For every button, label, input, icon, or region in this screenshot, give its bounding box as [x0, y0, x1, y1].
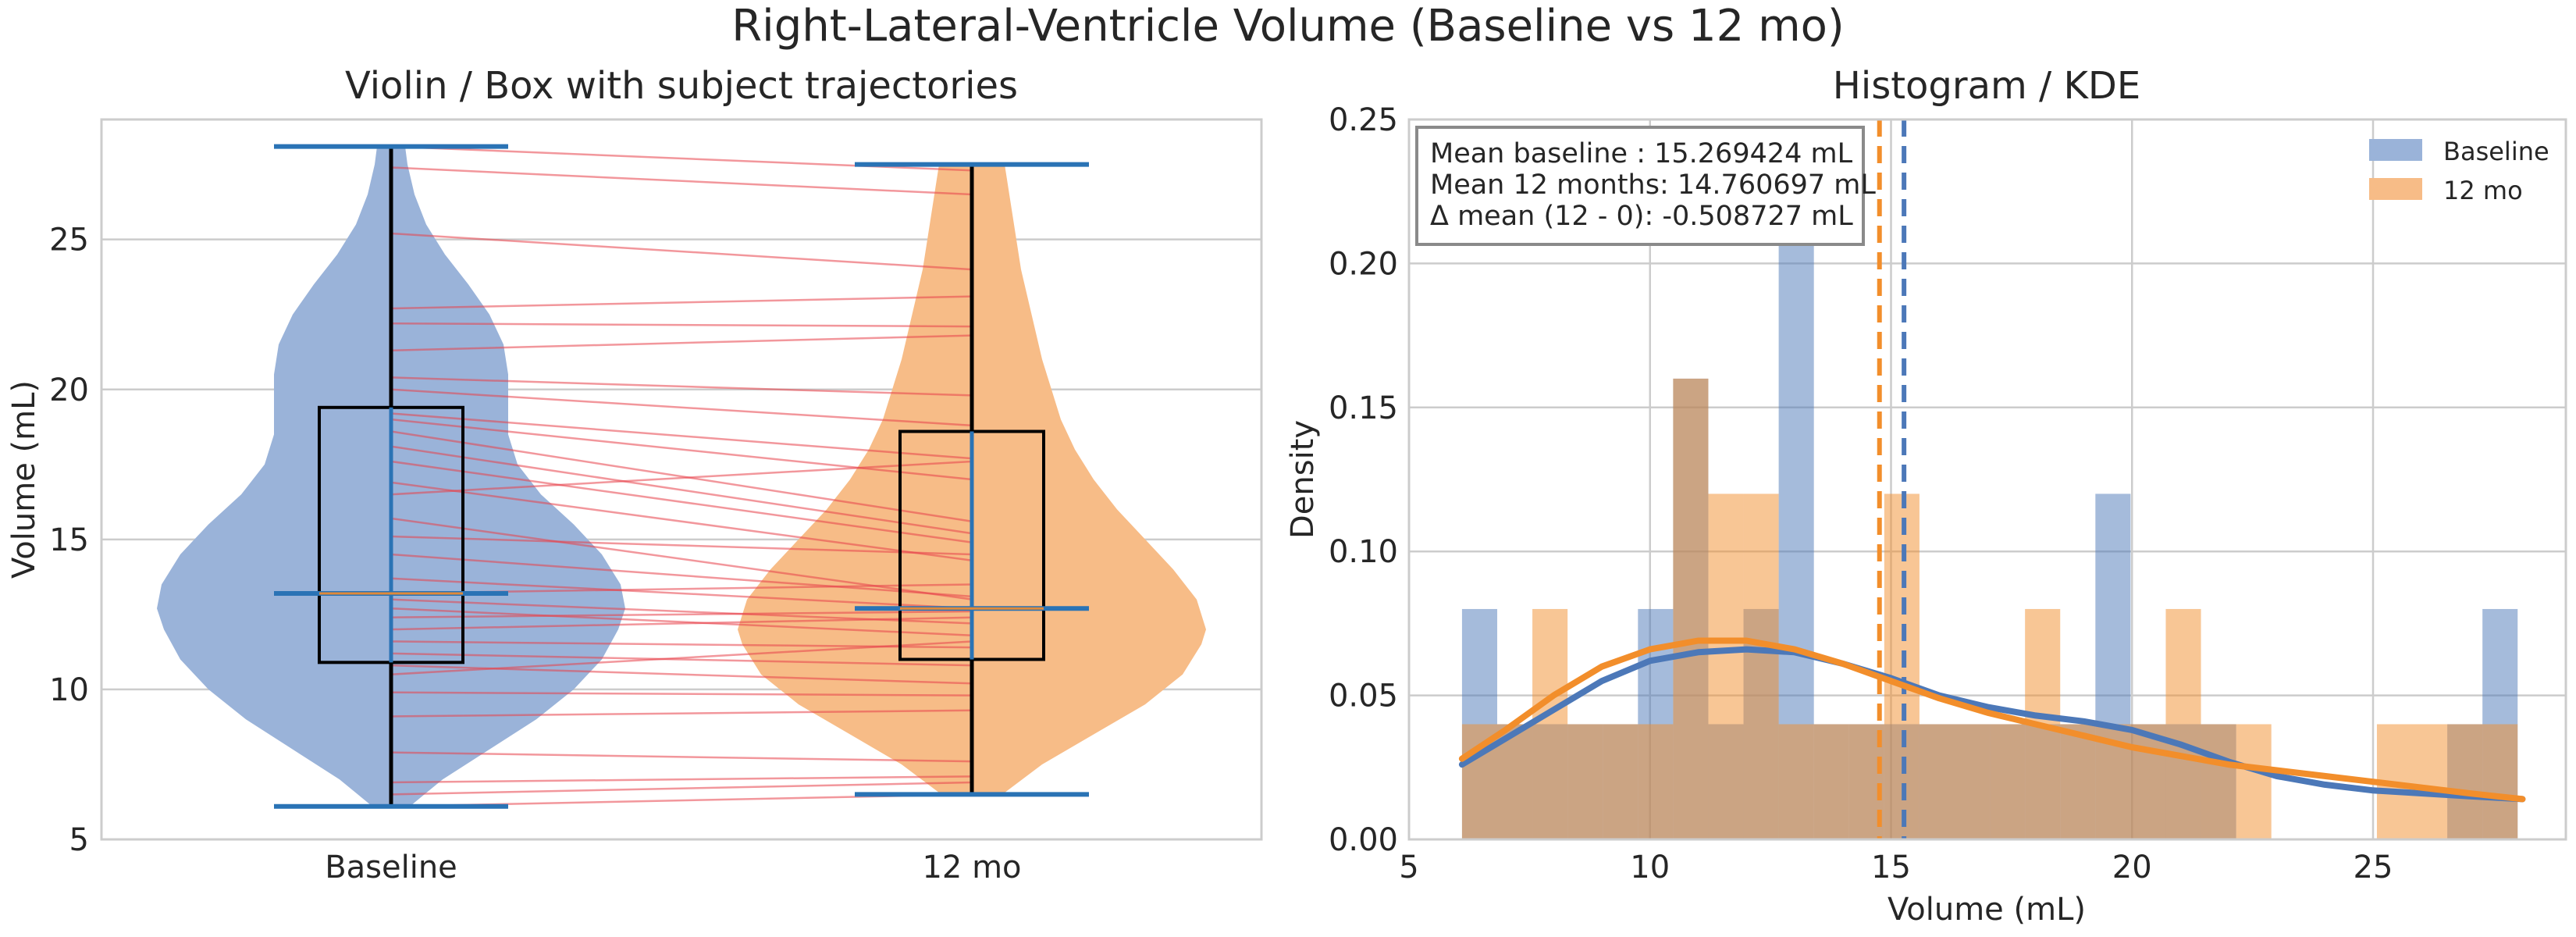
y-tick-label: 20	[49, 372, 89, 408]
y-tick-label: 0.00	[1329, 822, 1398, 858]
violin-panel-title: Violin / Box with subject trajectories	[345, 64, 1018, 108]
histogram-bar	[2482, 724, 2518, 839]
x-tick-label: 5	[1399, 850, 1418, 885]
histogram-x-tick-labels: 5 10 15 20 25	[1399, 850, 2393, 885]
trajectory-line	[390, 295, 973, 310]
y-tick-label: 25	[49, 223, 89, 258]
histogram-y-tick-labels: 0.00 0.05 0.10 0.15 0.20 0.25	[1329, 102, 1398, 858]
histogram-bar	[1603, 724, 1638, 839]
violin-panel: Violin / Box with subject trajectories 5…	[6, 64, 1263, 885]
histogram-bar	[2236, 724, 2272, 839]
trajectory-line	[390, 166, 973, 196]
histogram-bar	[2201, 724, 2236, 839]
kde-curves	[1458, 637, 2526, 803]
info-line-mean-baseline: Mean baseline : 15.269424 mL	[1430, 138, 1853, 169]
histogram-bar	[1778, 724, 1814, 839]
violin-y-tick-labels: 5 10 15 20 25	[49, 223, 89, 858]
mean-lines	[1877, 119, 1907, 839]
histogram-bar	[1567, 724, 1603, 839]
histogram-bar	[1813, 724, 1849, 839]
histogram-bar	[1532, 608, 1568, 839]
trajectory-line	[390, 145, 973, 172]
histogram-y-axis-label: Density	[1285, 420, 1321, 539]
x-tick-label: 25	[2354, 850, 2393, 885]
trajectory-line	[390, 553, 973, 598]
subject-trajectories	[390, 145, 973, 807]
x-tick-label: Baseline	[325, 850, 457, 885]
trajectory-line	[390, 412, 973, 460]
histogram-x-axis-label: Volume (mL)	[1888, 892, 2086, 928]
trajectory-line	[390, 691, 973, 697]
y-tick-label: 10	[49, 672, 89, 708]
histogram-bar	[1919, 724, 1955, 839]
trajectory-line	[390, 388, 973, 427]
trajectory-line	[390, 775, 973, 784]
histogram-plot-frame	[1407, 118, 2567, 841]
histogram-bar	[1673, 378, 1709, 839]
info-line-delta-mean: Δ mean (12 - 0): -0.508727 mL	[1430, 201, 1853, 232]
legend-label-baseline: Baseline	[2443, 137, 2549, 166]
x-tick-label: 12 mo	[922, 850, 1021, 885]
y-tick-label: 15	[49, 522, 89, 558]
trajectory-line	[390, 610, 973, 618]
legend-label-12mo: 12 mo	[2443, 176, 2523, 205]
trajectory-line	[390, 652, 973, 667]
trajectory-line	[390, 751, 973, 763]
violin-y-axis-label: Volume (mL)	[6, 380, 42, 579]
trajectory-line	[390, 481, 973, 561]
legend-swatch-baseline	[2369, 139, 2422, 161]
x-tick-label: 20	[2112, 850, 2152, 885]
histogram-bar	[1708, 493, 1744, 839]
histogram-bar	[2447, 724, 2483, 839]
histogram-bar	[1990, 724, 2026, 839]
trajectory-line	[390, 232, 973, 271]
trajectory-line	[390, 709, 973, 718]
info-line-mean-12mo: Mean 12 months: 14.760697 mL	[1430, 169, 1876, 201]
trajectory-line	[390, 430, 973, 523]
histogram-bar	[2412, 724, 2448, 839]
y-tick-label: 0.15	[1329, 390, 1398, 426]
y-tick-label: 5	[69, 822, 89, 858]
legend-swatch-12mo	[2369, 178, 2422, 200]
trajectory-line	[390, 607, 973, 637]
histogram-bar	[1638, 724, 1674, 839]
y-tick-label: 0.10	[1329, 534, 1398, 570]
y-tick-label: 0.25	[1329, 102, 1398, 138]
trajectory-line	[390, 322, 973, 328]
trajectory-line	[390, 616, 973, 631]
violin-plot-frame	[100, 118, 1263, 841]
histogram-bar	[1955, 724, 1991, 839]
mean-info-box: Mean baseline : 15.269424 mL Mean 12 mon…	[1415, 126, 1876, 246]
trajectory-line	[390, 460, 973, 543]
histogram-panel-title: Histogram / KDE	[1833, 64, 2140, 108]
kde-curve	[1458, 646, 2526, 803]
histogram-bar	[2060, 724, 2096, 839]
trajectory-line	[390, 781, 973, 796]
info-box-frame	[1415, 126, 1865, 246]
histogram-legend: Baseline 12 mo	[2369, 137, 2549, 205]
trajectory-line	[390, 640, 973, 675]
12mo-histogram-bars	[1461, 378, 2518, 839]
histogram-bar	[2130, 724, 2166, 839]
y-tick-label: 0.20	[1329, 246, 1398, 282]
trajectory-line	[390, 535, 973, 556]
kde-curve	[1458, 637, 2526, 803]
trajectory-line	[390, 334, 973, 352]
figure-title: Right-Lateral-Ventricle Volume (Baseline…	[731, 1, 1844, 52]
trajectory-line	[390, 445, 973, 535]
y-tick-label: 0.05	[1329, 679, 1398, 714]
trajectory-line	[390, 376, 973, 397]
box-plots	[274, 144, 1089, 809]
histogram-bar	[2165, 608, 2201, 839]
x-tick-label: 10	[1630, 850, 1670, 885]
trajectory-line	[390, 418, 973, 481]
histogram-bar	[1743, 493, 1779, 839]
histogram-panel: Histogram / KDE 0.00 0.05 0.10 0.15 0.20 0.25…	[1285, 64, 2567, 928]
trajectory-line	[390, 460, 973, 496]
violin-x-tick-labels: Baseline 12 mo	[325, 850, 1021, 885]
x-tick-label: 15	[1871, 850, 1911, 885]
trajectory-line	[390, 577, 973, 610]
